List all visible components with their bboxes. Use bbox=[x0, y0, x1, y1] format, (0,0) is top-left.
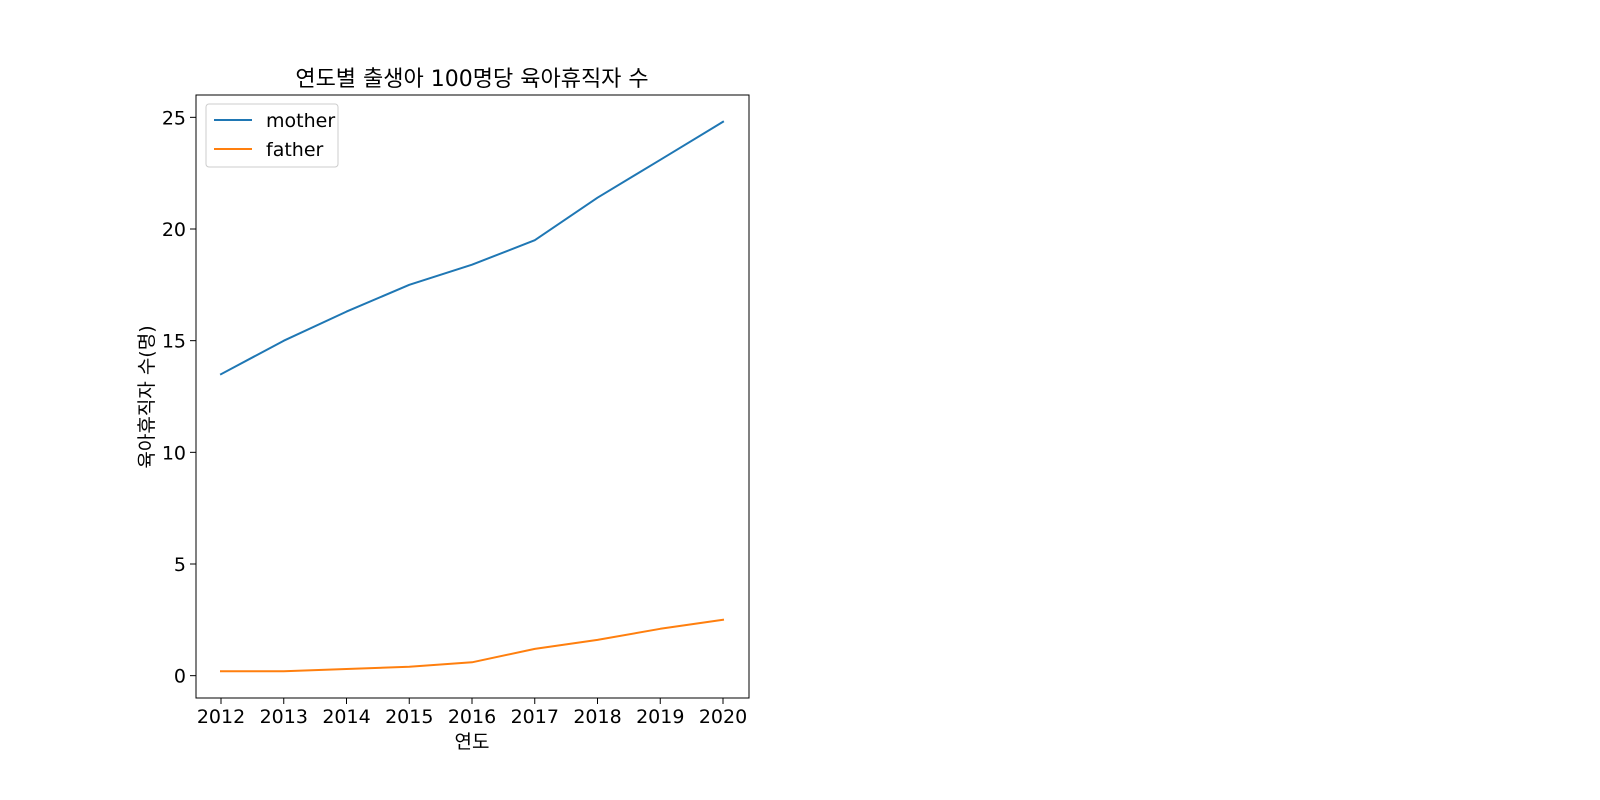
series-line-mother bbox=[219, 120, 725, 376]
series-line-father bbox=[220, 618, 725, 673]
legend-label-mother: mother bbox=[266, 110, 335, 132]
legend-label-father: father bbox=[266, 139, 324, 161]
plot-area-frame bbox=[195, 94, 750, 699]
x-axis: 2012 2013 2014 2015 2016 2017 2018 2019 2020 bbox=[197, 698, 747, 728]
x-tick-label: 2019 bbox=[636, 706, 684, 728]
x-axis-label: 연도 bbox=[455, 731, 490, 753]
x-tick-label: 2013 bbox=[260, 706, 308, 728]
y-tick-label: 20 bbox=[162, 219, 186, 241]
x-tick-label: 2017 bbox=[511, 706, 559, 728]
y-axis-label: 육아휴직자 수(명) bbox=[136, 325, 158, 468]
x-tick-label: 2012 bbox=[197, 706, 245, 728]
y-tick-label: 15 bbox=[162, 331, 186, 353]
x-tick-label: 2018 bbox=[573, 706, 621, 728]
y-tick-label: 5 bbox=[174, 554, 186, 576]
chart-title: 연도별 출생아 100명당 육아휴직자 수 bbox=[295, 67, 648, 92]
x-tick-label: 2014 bbox=[322, 706, 370, 728]
x-tick-label: 2015 bbox=[385, 706, 433, 728]
y-axis: 0 5 10 15 20 25 bbox=[162, 107, 196, 688]
x-tick-label: 2020 bbox=[699, 706, 747, 728]
y-tick-label: 0 bbox=[174, 666, 186, 688]
y-tick-label: 10 bbox=[162, 442, 186, 464]
x-tick-label: 2016 bbox=[448, 706, 496, 728]
series-lines bbox=[219, 120, 725, 673]
y-tick-label: 25 bbox=[162, 107, 186, 129]
legend: mother father bbox=[205, 103, 339, 168]
